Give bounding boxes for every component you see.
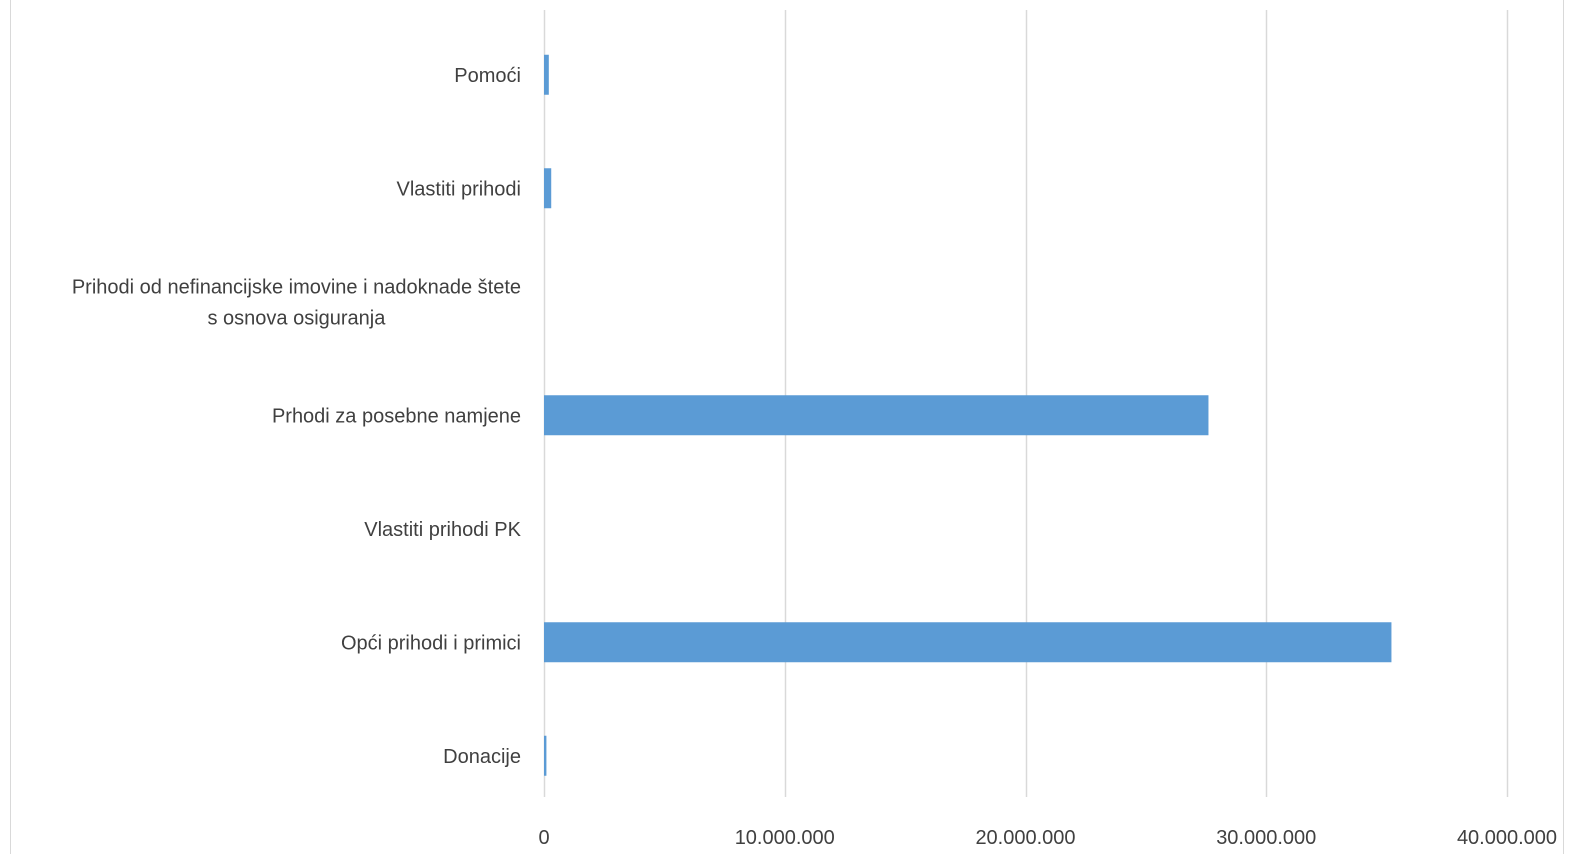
category-label: Vlastiti prihodi xyxy=(396,178,521,200)
x-tick-label: 30.000.000 xyxy=(1216,827,1316,849)
category-label-line: Opći prihodi i primici xyxy=(341,632,521,654)
category-label: Prhodi za posebne namjene xyxy=(272,405,521,427)
category-label: Donacije xyxy=(443,746,521,768)
category-label: Opći prihodi i primici xyxy=(341,632,521,654)
category-label: Pomoći xyxy=(454,65,521,87)
category-label-line: Prhodi za posebne namjene xyxy=(272,405,521,427)
bars xyxy=(544,54,1392,776)
category-label-line: Prihodi od nefinancijske imovine i nadok… xyxy=(72,276,521,298)
x-tick-label: 10.000.000 xyxy=(735,827,835,849)
chart-frame xyxy=(10,0,1564,854)
category-label-line: s osnova osiguranja xyxy=(207,307,386,329)
category-label: Prihodi od nefinancijske imovine i nadok… xyxy=(72,276,521,329)
x-tick-labels: 0 10.000.000 20.000.000 30.000.000 40.000.00… xyxy=(538,827,1557,849)
category-label-line: Donacije xyxy=(443,746,521,768)
category-label: Vlastiti prihodi PK xyxy=(364,519,521,541)
bar xyxy=(544,622,1392,663)
bar xyxy=(544,735,547,776)
x-tick-label: 40.000.000 xyxy=(1457,827,1557,849)
category-label-line: Pomoći xyxy=(454,65,521,87)
bar xyxy=(544,395,1209,436)
category-label-line: Vlastiti prihodi xyxy=(396,178,521,200)
bar xyxy=(544,168,552,209)
x-tick-label: 20.000.000 xyxy=(975,827,1075,849)
bar xyxy=(544,54,549,95)
category-labels: Pomoći Vlastiti prihodi Prihodi od nefinan… xyxy=(72,65,522,768)
x-tick-label: 0 xyxy=(538,827,549,849)
category-label-line: Vlastiti prihodi PK xyxy=(364,519,521,541)
